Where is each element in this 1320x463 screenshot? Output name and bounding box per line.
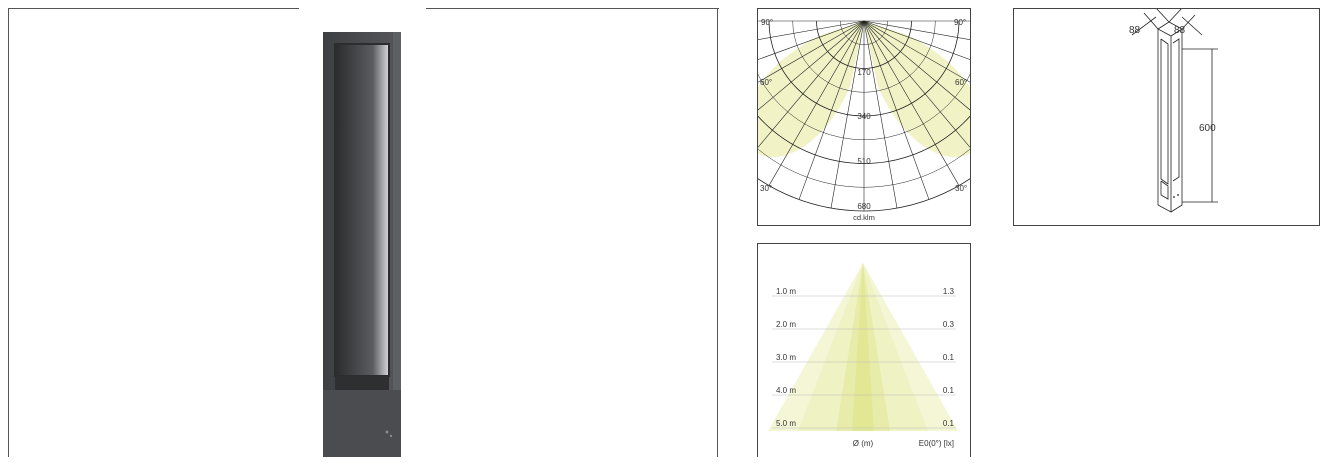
- illuminance-cone-diagram: 1.0 m 1.3 2.0 m 0.3 3.0 m 0.1 4.0 m 0.1 …: [757, 243, 971, 457]
- light-cone: [768, 263, 958, 431]
- lux-label-4: 0.1: [943, 386, 955, 395]
- beam-lobe-right: [864, 21, 984, 158]
- illuminance-chart: 1.0 m 1.3 2.0 m 0.3 3.0 m 0.1 4.0 m 0.1 …: [768, 263, 958, 448]
- lux-label-2: 0.3: [943, 320, 955, 329]
- product-image-panel: [8, 8, 719, 457]
- angle-label-30-left: 30°: [760, 184, 772, 193]
- distance-label-1: 1.0 m: [776, 287, 796, 296]
- polar-chart: 90° 90° 60° 60° 30° 30° 170 340 510 680 …: [673, 18, 1055, 222]
- angle-label-90-left: 90°: [761, 18, 773, 27]
- lux-label-1: 1.3: [943, 287, 955, 296]
- dimension-drawing-panel: 88 88 600: [1013, 7, 1320, 226]
- polar-spoke: [863, 20, 898, 209]
- width-dimension-label-2: 88: [1174, 25, 1186, 36]
- radial-label-3: 510: [857, 157, 871, 166]
- angle-label-60-left: 60°: [760, 78, 772, 87]
- radial-label-1: 170: [857, 68, 871, 77]
- polar-spoke: [768, 20, 865, 186]
- radial-label-2: 340: [857, 112, 871, 121]
- dimension-drawing: 88 88 600: [1129, 7, 1218, 213]
- distance-label-2: 2.0 m: [776, 320, 796, 329]
- angle-label-60-right: 60°: [955, 78, 967, 87]
- lux-label-5: 0.1: [943, 419, 955, 428]
- radial-label-4: 680: [857, 202, 871, 211]
- polar-spoke: [863, 20, 987, 167]
- bollard-light-image: [323, 32, 401, 457]
- panel-top-border-left: [9, 8, 299, 9]
- panel-top-border-right: [426, 8, 719, 9]
- distance-label-5: 5.0 m: [776, 419, 796, 428]
- distance-label-4: 4.0 m: [776, 386, 796, 395]
- polar-spoke: [863, 20, 930, 200]
- angle-label-30-right: 30°: [955, 184, 967, 193]
- polar-spoke: [830, 20, 865, 209]
- polar-light-distribution-diagram: 90° 90° 60° 60° 30° 30° 170 340 510 680 …: [673, 8, 1055, 226]
- beam-fill: [744, 21, 984, 158]
- unit-label: cd.klm: [853, 213, 875, 222]
- width-dimension-label-1: 88: [1129, 25, 1141, 36]
- polar-spoke: [798, 20, 865, 200]
- polar-spoke: [863, 20, 960, 186]
- angle-label-90-right: 90°: [954, 18, 966, 27]
- beam-lobe-left: [744, 21, 864, 158]
- distance-label-3: 3.0 m: [776, 353, 796, 362]
- lux-label-3: 0.1: [943, 353, 955, 362]
- diameter-footer-label: Ø (m): [853, 439, 874, 448]
- height-dimension-label: 600: [1199, 123, 1216, 134]
- lux-footer-label: E0(0°) [lx]: [919, 439, 954, 448]
- polar-spoke: [741, 20, 865, 167]
